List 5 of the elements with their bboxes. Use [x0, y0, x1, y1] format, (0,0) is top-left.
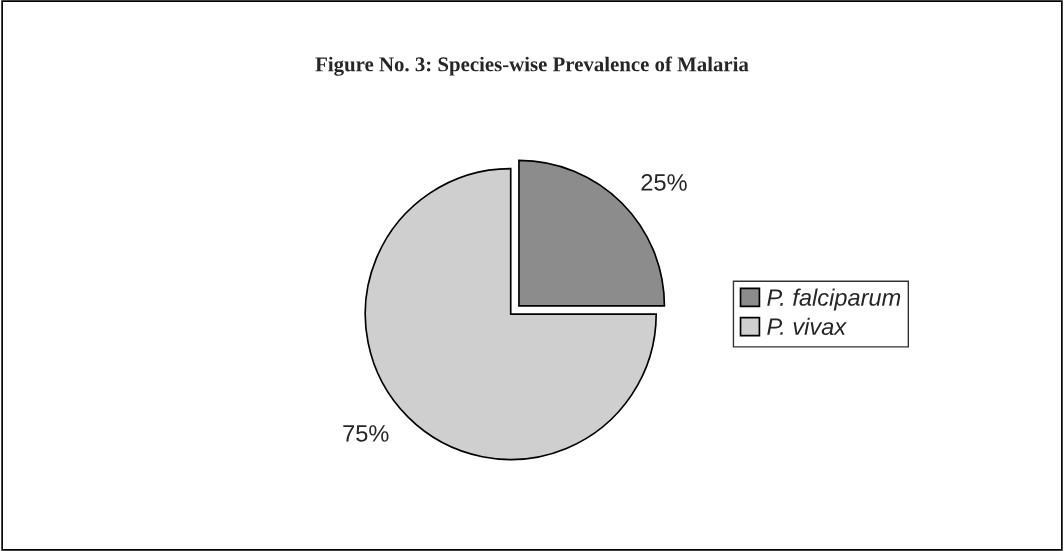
data-label: 25% — [641, 174, 687, 191]
chart-title: Figure No. 3: Species-wise Prevalence of Malaria — [315, 56, 749, 76]
legend-label: P. falciparum — [767, 288, 901, 311]
legend-label: P. vivax — [767, 317, 847, 336]
data-label: 75% — [343, 425, 389, 442]
